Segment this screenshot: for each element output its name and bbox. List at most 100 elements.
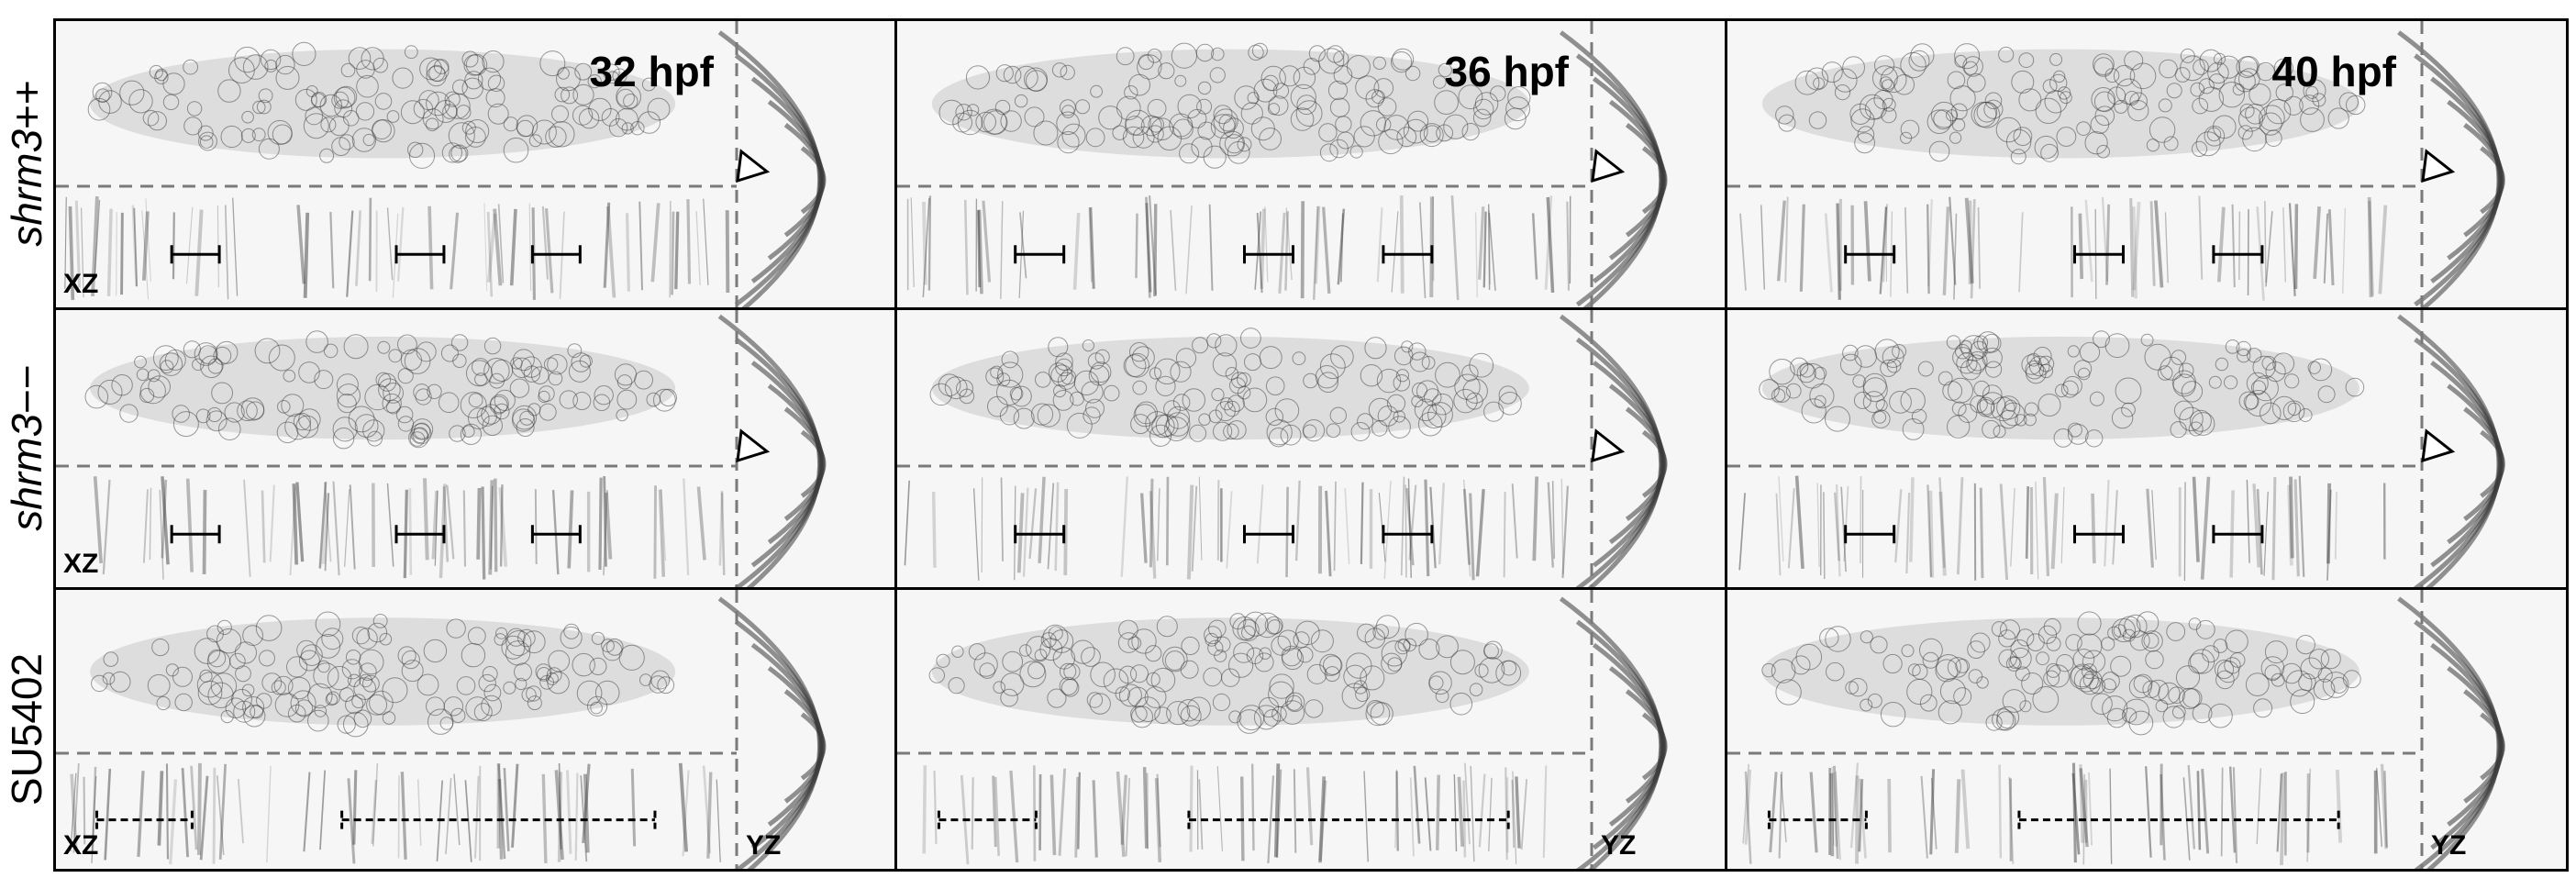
cell-outline — [353, 709, 372, 728]
cell-outline — [355, 102, 375, 121]
cell-outline — [1330, 345, 1354, 369]
cell-outline — [2178, 362, 2194, 379]
cell-outline — [426, 65, 447, 87]
cell-streak — [1977, 206, 1982, 289]
cell-streak — [137, 771, 145, 858]
cell-outline — [2082, 650, 2106, 673]
cell-outline — [1951, 401, 1967, 417]
cell-outline — [1469, 683, 1483, 696]
cell-streak — [2263, 491, 2269, 576]
cell-streak — [1198, 476, 1203, 561]
cell-streak — [1009, 770, 1019, 863]
cell-outline — [1125, 116, 1145, 136]
cell-outline — [343, 711, 369, 738]
cell-outline — [1862, 377, 1888, 403]
cell-outline — [483, 337, 502, 355]
cell-outline — [465, 696, 490, 721]
cell-streak — [352, 770, 358, 845]
cell-streak — [269, 484, 275, 562]
cell-streak — [371, 779, 378, 844]
cell-outline — [1393, 346, 1414, 366]
cell-streak — [972, 488, 980, 581]
cell-outline — [503, 137, 529, 163]
cell-outline — [281, 394, 305, 417]
cell-streak — [1831, 766, 1835, 846]
cell-outline — [1996, 711, 2016, 731]
cell-streak — [638, 201, 643, 291]
cell-streak — [1191, 485, 1198, 572]
cell-outline — [210, 672, 238, 699]
cell-streak — [603, 490, 608, 576]
cell-outline — [1269, 428, 1289, 448]
yz-arc — [1592, 76, 1665, 283]
cell-outline — [467, 627, 486, 646]
measurement-bracket — [2073, 525, 2125, 544]
cell-streak — [1019, 212, 1027, 279]
cell-outline — [539, 403, 557, 421]
cell-outline — [1982, 419, 2001, 439]
cell-streak — [2079, 764, 2084, 843]
cell-outline — [2140, 333, 2154, 347]
cell-outline — [392, 67, 414, 89]
cell-outline — [1407, 110, 1429, 132]
cell-outline — [1075, 99, 1091, 115]
cell-streak — [1512, 771, 1517, 864]
cell-streak — [1022, 487, 1029, 577]
cell-outline — [2181, 381, 2204, 403]
cell-outline — [2036, 651, 2049, 666]
cell-outline — [2025, 360, 2045, 380]
cell-outline — [256, 99, 272, 115]
cell-streak — [1469, 493, 1475, 581]
cell-outline — [1355, 75, 1380, 100]
cell-outline — [2215, 357, 2229, 372]
cell-outline — [2145, 650, 2164, 670]
cell-outline — [1259, 647, 1271, 660]
cell-streak — [2154, 200, 2164, 288]
cell-streak — [2109, 768, 2113, 864]
cell-outline — [2224, 657, 2241, 674]
cell-outline — [1290, 83, 1316, 111]
cell-outline — [418, 90, 439, 111]
cell-outline — [1472, 108, 1492, 128]
yz-arc — [1608, 99, 1666, 261]
cell-outline — [505, 640, 531, 666]
cell-outline — [1454, 373, 1481, 400]
cell-outline — [2079, 341, 2101, 363]
cell-outline — [1958, 404, 1978, 423]
cell-outline — [1268, 95, 1289, 117]
cell-outline — [240, 397, 265, 421]
cell-streak — [1256, 212, 1263, 294]
yz-arc — [2463, 689, 2504, 804]
cell-outline — [1773, 385, 1791, 403]
cell-outline — [549, 121, 575, 148]
cell-streak — [232, 197, 239, 296]
cell-streak — [1488, 213, 1496, 291]
cell-streak — [1904, 206, 1909, 294]
cell-streak — [476, 487, 482, 560]
measurement-bracket — [394, 525, 446, 544]
cell-outline — [237, 400, 258, 421]
cell-outline — [1842, 344, 1859, 361]
cell-streak — [2380, 763, 2388, 850]
cell-outline — [994, 99, 1011, 116]
cell-outline — [511, 357, 533, 378]
cell-outline — [255, 615, 283, 641]
cell-streak — [1313, 206, 1319, 300]
cell-streak — [1314, 206, 1321, 284]
cell-streak — [1887, 778, 1892, 853]
cell-outline — [1928, 140, 1950, 162]
cell-streak — [442, 486, 450, 562]
cell-outline — [621, 122, 634, 135]
cell-outline — [1449, 692, 1473, 716]
cell-streak — [1780, 773, 1787, 843]
cell-outline — [464, 71, 483, 90]
cell-outline — [1474, 92, 1499, 116]
cell-streak — [1284, 211, 1289, 291]
cell-outline — [1329, 97, 1350, 117]
cell-outline — [2049, 52, 2063, 66]
cell-streak — [1149, 478, 1154, 568]
cell-outline — [1368, 397, 1393, 422]
cell-outline — [1365, 89, 1384, 108]
cell-outline — [1254, 652, 1274, 672]
cell-streak — [1511, 780, 1515, 848]
